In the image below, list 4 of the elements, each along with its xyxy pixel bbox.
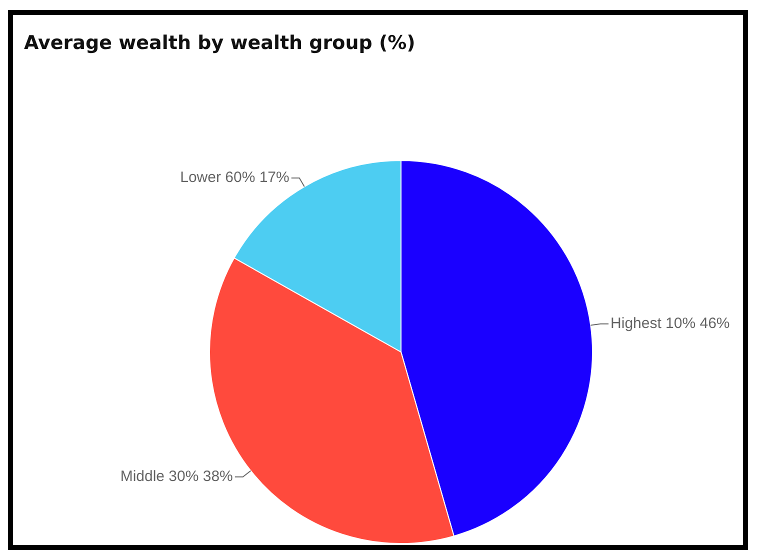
chart-title: Average wealth by wealth group (%) [24,32,416,54]
slice-label: Lower 60% 17% [180,169,290,186]
slice-label: Middle 30% 38% [120,468,233,486]
slice-label: Highest 10% 46% [610,315,730,332]
